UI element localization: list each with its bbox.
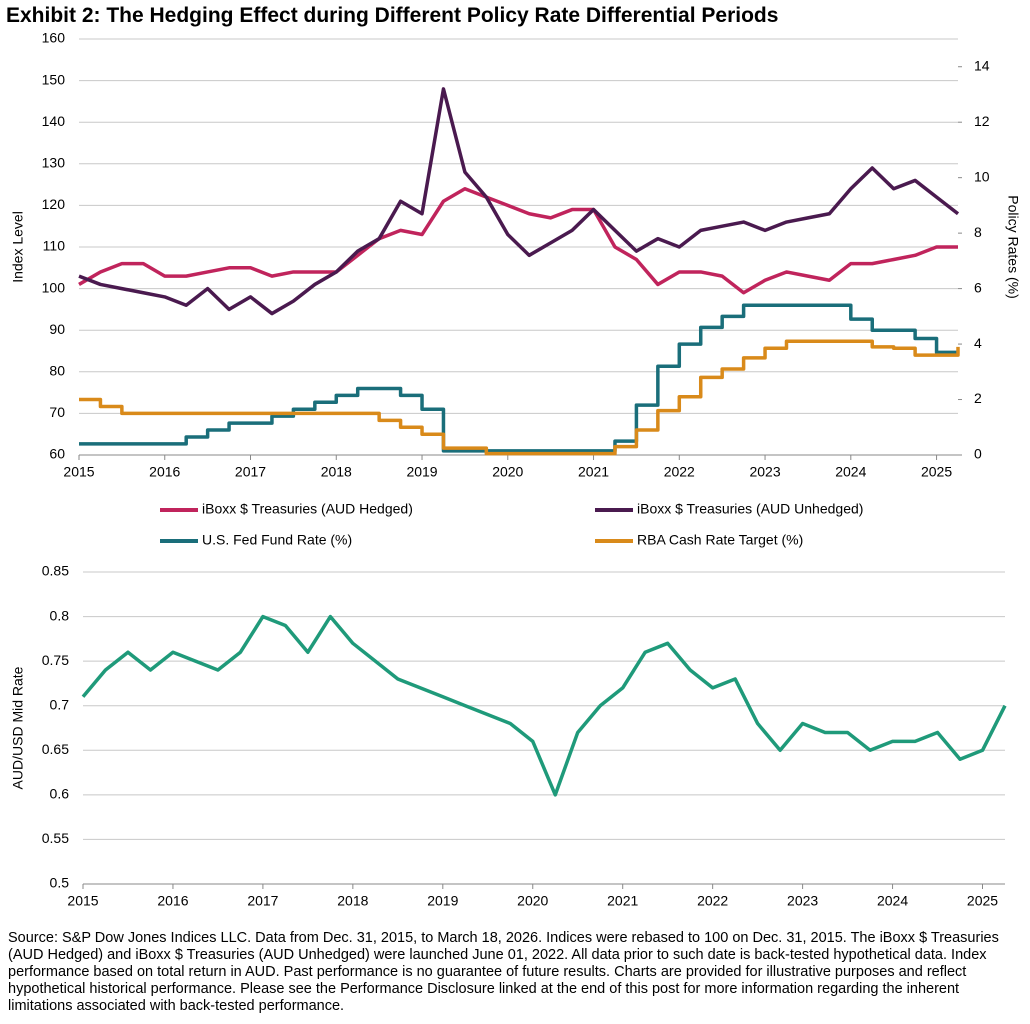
x-tick-label: 2021 bbox=[578, 464, 609, 480]
y-tick-label: 60 bbox=[49, 446, 65, 462]
x-tick-label: 2017 bbox=[235, 464, 266, 480]
y-tick-label: 70 bbox=[49, 404, 65, 420]
legend-label: RBA Cash Rate Target (%) bbox=[637, 532, 803, 548]
x-tick-label: 2019 bbox=[406, 464, 437, 480]
y-tick-label: 0.65 bbox=[42, 741, 69, 757]
series-line bbox=[78, 87, 960, 316]
x-tick-label: 2022 bbox=[697, 893, 728, 909]
y2-tick-label: 10 bbox=[974, 168, 990, 184]
y-tick-label: 0.5 bbox=[50, 875, 70, 891]
y2-tick-label: 12 bbox=[974, 113, 990, 129]
x-tick-label: 2021 bbox=[607, 893, 638, 909]
x-tick-label: 2025 bbox=[967, 893, 998, 909]
chart: 60 70 80 90 100 110 120 130 140 150 160 0 2 4 6 8 10 12 14… bbox=[10, 30, 1022, 909]
y2-tick-label: 0 bbox=[974, 446, 982, 462]
x-tick-label: 2025 bbox=[921, 464, 952, 480]
x-tick-label: 2016 bbox=[157, 893, 188, 909]
y2-tick-label: 8 bbox=[974, 224, 982, 240]
source-note: Source: S&P Dow Jones Indices LLC. Data … bbox=[8, 930, 999, 1014]
y-tick-label: 140 bbox=[42, 113, 66, 129]
y-axis-label: Index Level bbox=[10, 211, 26, 283]
y-tick-label: 0.75 bbox=[42, 652, 69, 668]
y-tick-label: 90 bbox=[49, 321, 65, 337]
page-title: Exhibit 2: The Hedging Effect during Dif… bbox=[6, 4, 779, 27]
y-tick-label: 0.85 bbox=[42, 563, 69, 579]
x-tick-label: 2023 bbox=[749, 464, 780, 480]
y-tick-label: 0.55 bbox=[42, 830, 69, 846]
y2-tick-label: 2 bbox=[974, 390, 982, 406]
x-tick-label: 2017 bbox=[247, 893, 278, 909]
y-tick-label: 110 bbox=[43, 238, 66, 254]
x-tick-label: 2018 bbox=[321, 464, 352, 480]
y-tick-label: 100 bbox=[42, 279, 66, 295]
x-tick-label: 2019 bbox=[427, 893, 458, 909]
y2-axis-label: Policy Rates (%) bbox=[1005, 195, 1021, 298]
x-tick-label: 2022 bbox=[664, 464, 695, 480]
legend-label: iBoxx $ Treasuries (AUD Hedged) bbox=[202, 501, 413, 517]
y-tick-label: 0.8 bbox=[50, 607, 70, 623]
x-tick-label: 2018 bbox=[337, 893, 368, 909]
x-tick-label: 2024 bbox=[877, 893, 908, 909]
y-tick-label: 160 bbox=[42, 30, 66, 46]
series-line bbox=[81, 614, 1007, 797]
legend-label: U.S. Fed Fund Rate (%) bbox=[202, 532, 352, 548]
x-tick-label: 2023 bbox=[787, 893, 818, 909]
series-line bbox=[79, 339, 960, 456]
y-tick-label: 0.7 bbox=[50, 696, 70, 712]
y-tick-label: 0.6 bbox=[50, 786, 70, 802]
x-tick-label: 2020 bbox=[517, 893, 548, 909]
y2-tick-label: 14 bbox=[974, 57, 990, 73]
x-tick-label: 2020 bbox=[492, 464, 523, 480]
series-line bbox=[78, 187, 958, 295]
y-tick-label: 80 bbox=[49, 363, 65, 379]
series-line bbox=[79, 303, 958, 453]
legend-label: iBoxx $ Treasuries (AUD Unhedged) bbox=[637, 501, 863, 517]
y-axis-label: AUD/USD Mid Rate bbox=[10, 666, 26, 789]
y-tick-label: 150 bbox=[42, 71, 66, 87]
x-tick-label: 2015 bbox=[63, 464, 94, 480]
y2-tick-label: 6 bbox=[974, 279, 982, 295]
x-tick-label: 2015 bbox=[67, 893, 98, 909]
x-tick-label: 2016 bbox=[149, 464, 180, 480]
x-tick-label: 2024 bbox=[835, 464, 866, 480]
y-tick-label: 130 bbox=[42, 155, 66, 171]
y2-tick-label: 4 bbox=[974, 335, 982, 351]
y-tick-label: 120 bbox=[42, 196, 66, 212]
